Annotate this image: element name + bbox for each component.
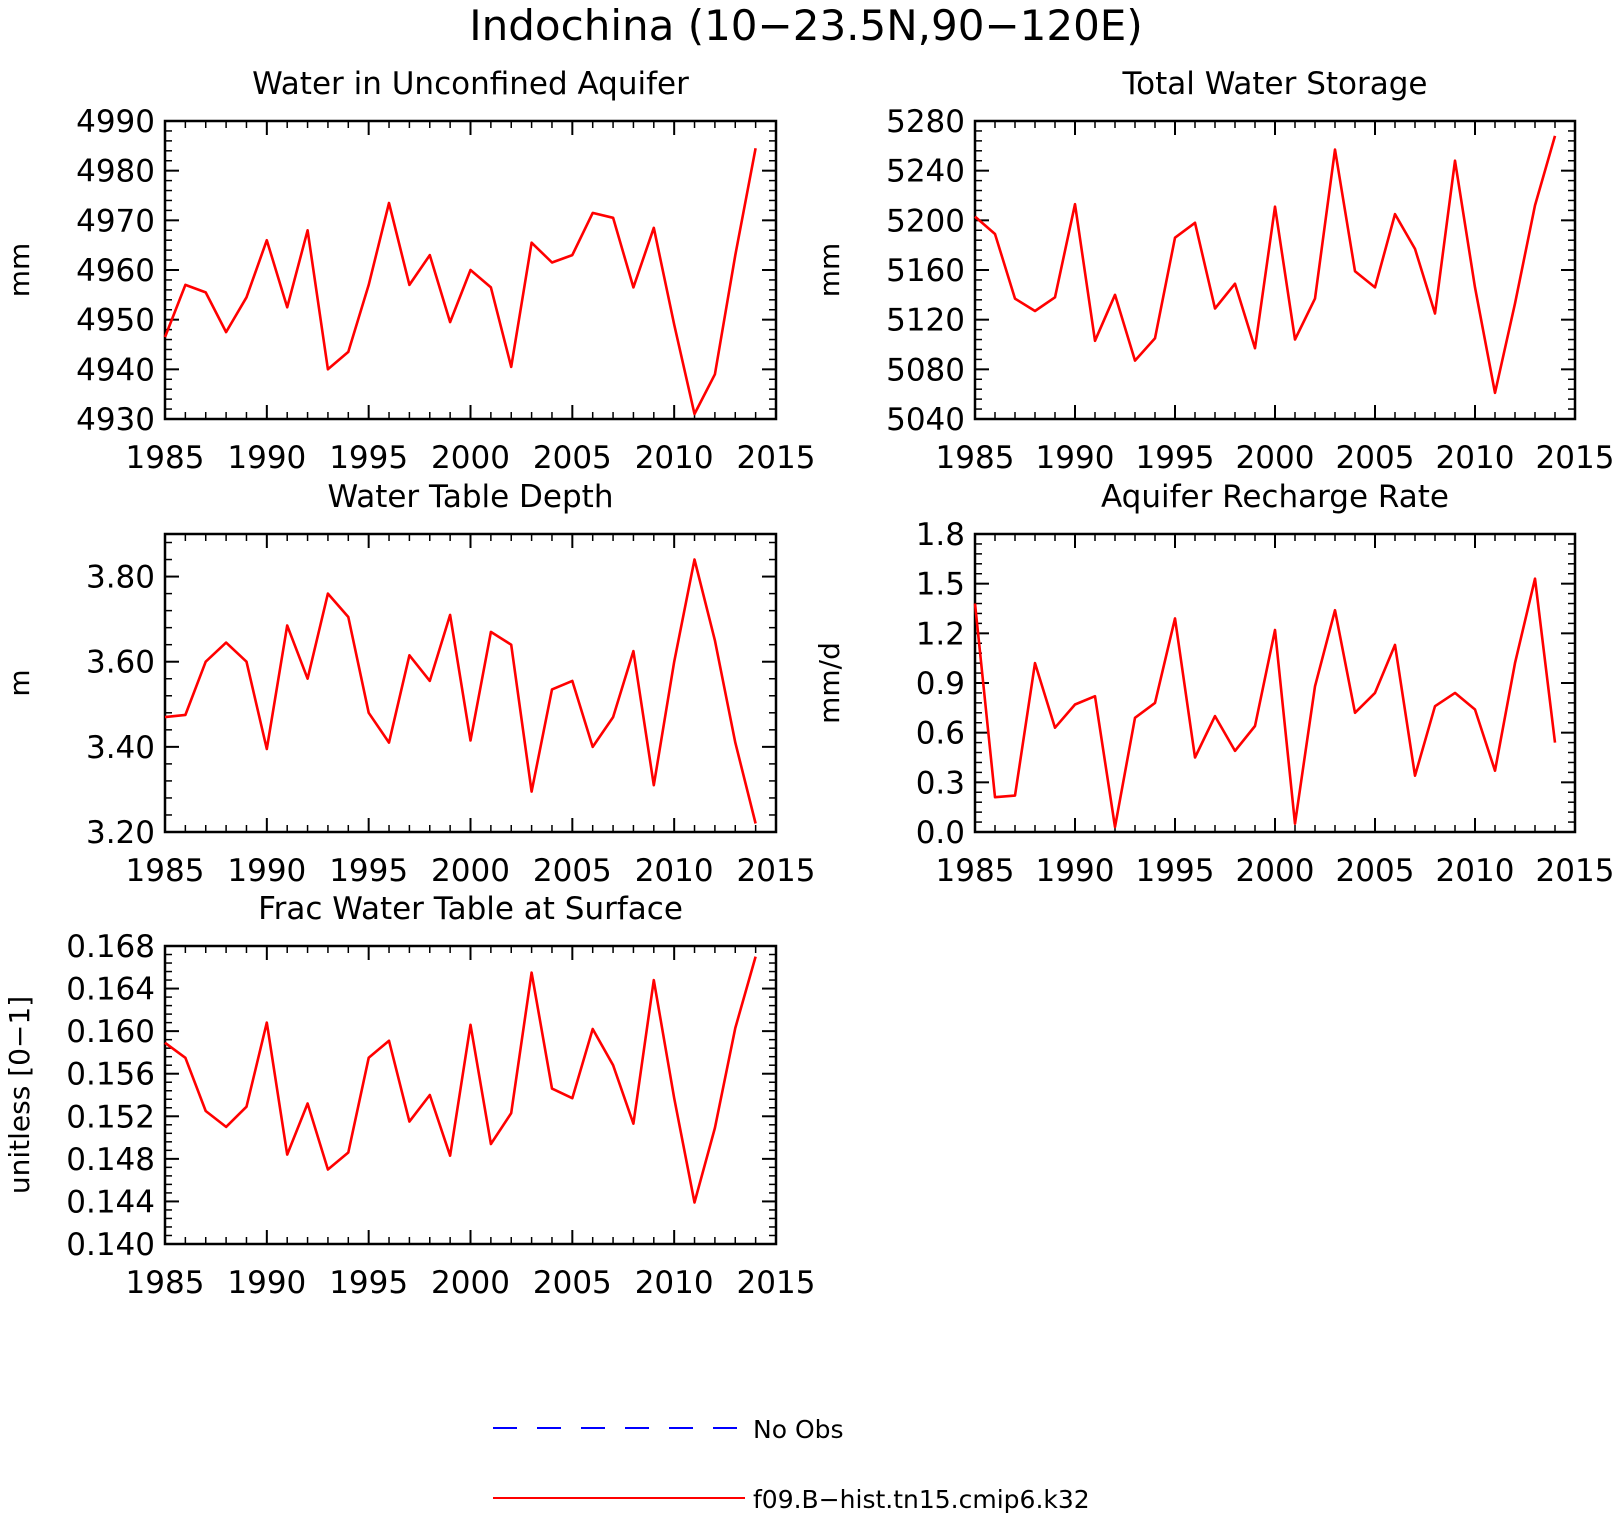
x-tick-label: 1990 [1036,853,1115,889]
series-line-model [164,956,757,1204]
x-tick-label: 1990 [227,1265,306,1301]
y-tick-label: 5040 [886,402,965,438]
panel-3: Water Table Depth m 1985 1990 1995 2000 2005 20… [3,479,815,889]
y-tick-label: 4980 [76,154,155,190]
y-axis-label: m [3,669,36,696]
x-tick-label: 2010 [635,1265,714,1301]
x-tick-label: 2015 [1536,853,1613,889]
legend-model-label: f09.B−hist.tn15.cmip6.k32 [753,1485,1090,1514]
plot-frame [973,532,1577,834]
y-tick-label: 5160 [886,253,965,289]
x-tick-label: 2000 [1236,440,1315,476]
x-tick-label: 2005 [1336,853,1415,889]
y-tick-label: 5240 [886,154,965,190]
panel-2: Total Water Storage mm 1985 1990 1995 2000 200… [813,66,1613,476]
x-tick-label: 2010 [1436,853,1515,889]
plot-frame [163,532,778,834]
x-tick-label: 1990 [227,440,306,476]
panel-title: Aquifer Recharge Rate [1101,479,1449,515]
panel-title: Water in Unconfined Aquifer [252,66,689,102]
y-tick-label: 0.140 [66,1227,155,1263]
y-axis-label: mm/d [813,642,846,724]
y-tick-label: 1.8 [916,517,965,553]
x-tick-label: 1995 [329,853,408,889]
panels: Water in Unconfined Aquifer mm 1985 1990 199… [3,66,1613,1301]
y-tick-label: 0.156 [66,1057,155,1093]
x-tick-label: 1990 [1036,440,1115,476]
y-tick-label: 0.9 [916,666,965,702]
x-tick-label: 2005 [533,853,612,889]
y-axis-label: mm [3,243,36,298]
y-tick-label: 3.80 [86,560,155,596]
x-tick-label: 1985 [126,1265,205,1301]
y-tick-label: 3.60 [86,645,155,681]
x-tick-label: 2000 [1236,853,1315,889]
x-tick-label: 2015 [737,1265,816,1301]
y-tick-label: 4990 [76,104,155,140]
y-tick-label: 4960 [76,253,155,289]
x-tick-label: 1985 [126,853,205,889]
y-tick-label: 0.160 [66,1014,155,1050]
panel-title: Frac Water Table at Surface [258,891,683,927]
x-tick-label: 1985 [936,853,1015,889]
plot-frame [973,119,1577,421]
y-axis-label: unitless [0−1] [3,996,36,1194]
series-line-model [973,577,1557,829]
y-tick-label: 3.40 [86,730,155,766]
y-tick-label: 0.152 [66,1099,155,1135]
x-tick-label: 2000 [431,1265,510,1301]
y-tick-label: 3.20 [86,815,155,851]
y-axis-label: mm [813,243,846,298]
y-tick-label: 1.2 [916,616,965,652]
y-tick-label: 0.168 [66,929,155,965]
y-tick-label: 0.164 [66,972,155,1008]
x-tick-label: 2010 [635,853,714,889]
x-tick-label: 2010 [635,440,714,476]
plot-frame [163,944,778,1246]
y-tick-label: 0.148 [66,1142,155,1178]
x-tick-label: 1995 [1136,440,1215,476]
y-tick-label: 0.144 [66,1184,155,1220]
y-tick-label: 5080 [886,352,965,388]
legend: No Obs f09.B−hist.tn15.cmip6.k32 [493,1415,1090,1514]
y-tick-label: 4970 [76,203,155,239]
panel-1: Water in Unconfined Aquifer mm 1985 1990 199… [3,66,815,476]
x-tick-label: 1985 [126,440,205,476]
figure-title: Indochina (10−23.5N,90−120E) [469,1,1142,50]
y-tick-label: 0.6 [916,716,965,752]
x-tick-label: 2010 [1436,440,1515,476]
y-tick-label: 1.5 [916,567,965,603]
y-tick-label: 5200 [886,203,965,239]
x-tick-label: 2005 [533,440,612,476]
y-tick-label: 5280 [886,104,965,140]
series-line-model [164,558,757,824]
x-tick-label: 2000 [431,440,510,476]
x-tick-label: 1990 [227,853,306,889]
x-tick-label: 2015 [737,440,816,476]
x-tick-label: 2015 [737,853,816,889]
x-tick-label: 2005 [533,1265,612,1301]
y-tick-label: 0.3 [916,765,965,801]
panel-5: Frac Water Table at Surface unitless [0−1… [3,891,815,1301]
x-tick-label: 2005 [1336,440,1415,476]
panel-title: Water Table Depth [328,479,614,515]
x-tick-label: 2000 [431,853,510,889]
y-tick-label: 5120 [886,303,965,339]
x-tick-label: 1995 [1136,853,1215,889]
series-line-model [974,135,1557,395]
y-tick-label: 4940 [76,352,155,388]
x-tick-label: 1995 [329,440,408,476]
y-tick-label: 4950 [76,303,155,339]
y-tick-label: 4930 [76,402,155,438]
legend-obs-label: No Obs [753,1415,844,1444]
panel-title: Total Water Storage [1121,66,1427,102]
x-tick-label: 1995 [329,1265,408,1301]
y-tick-label: 0.0 [916,815,965,851]
x-tick-label: 2015 [1536,440,1613,476]
series-line-model [163,148,757,416]
panel-4: Aquifer Recharge Rate mm/d 1985 1990 1995 200… [813,479,1613,889]
x-tick-label: 1985 [936,440,1015,476]
